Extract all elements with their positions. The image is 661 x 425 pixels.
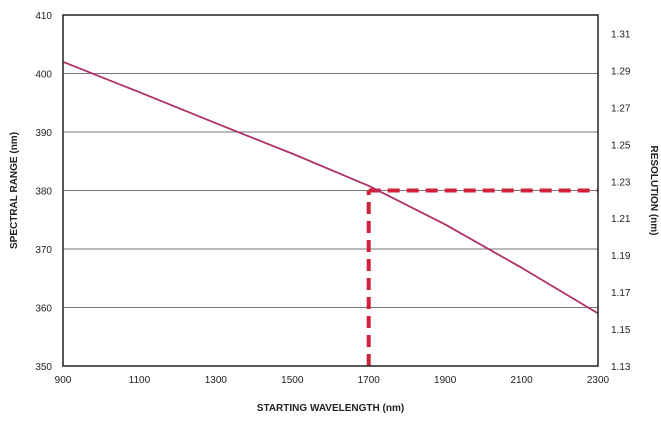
y-tick-label: 350 [35,362,52,373]
series-layer [62,60,599,315]
y-tick-label: 400 [35,70,52,81]
x-tick-label: 900 [55,375,72,386]
y2-tick-label: 1.23 [611,177,631,188]
y2-tick-label: 1.13 [611,362,631,373]
y2-tick-label: 1.15 [611,325,631,336]
y-tick-label: 360 [35,304,52,315]
y2-tick-labels: 1.13 1.15 1.17 1.19 1.21 1.23 1.25 1.27 1.29 1.31 [611,29,631,373]
x-tick-label: 1100 [129,375,151,386]
y2-tick-label: 1.25 [611,140,631,151]
y2-axis-label: RESOLUTION (nm) [648,146,659,236]
y2-tick-label: 1.31 [611,29,631,40]
y2-tick-label: 1.17 [611,288,631,299]
y2-tick-label: 1.19 [611,251,631,262]
y-tick-label: 410 [35,11,52,22]
plot-frame [62,14,599,367]
dashed-marker [366,188,598,366]
x-tick-label: 1300 [205,375,228,386]
x-tick-labels: 900 1100 1300 1500 1700 1900 2100 2300 [55,375,610,386]
gridlines [63,73,598,308]
y2-tick-label: 1.29 [611,66,631,77]
x-tick-label: 1700 [358,375,381,386]
y-tick-label: 370 [35,245,52,256]
x-axis-label: STARTING WAVELENGTH (nm) [257,403,404,414]
y2-tick-label: 1.21 [611,214,631,225]
x-tick-label: 2100 [510,375,533,386]
x-tick-label: 1900 [434,375,457,386]
y-tick-label: 380 [35,187,52,198]
series-line [62,60,599,315]
y2-tick-label: 1.27 [611,103,631,114]
y-tick-label: 390 [35,128,52,139]
x-tick-label: 2300 [587,375,610,386]
x-tick-label: 1500 [281,375,304,386]
y-axis-label: SPECTRAL RANGE (nm) [9,132,20,249]
y-tick-labels: 350 360 370 380 390 400 410 [35,11,52,373]
